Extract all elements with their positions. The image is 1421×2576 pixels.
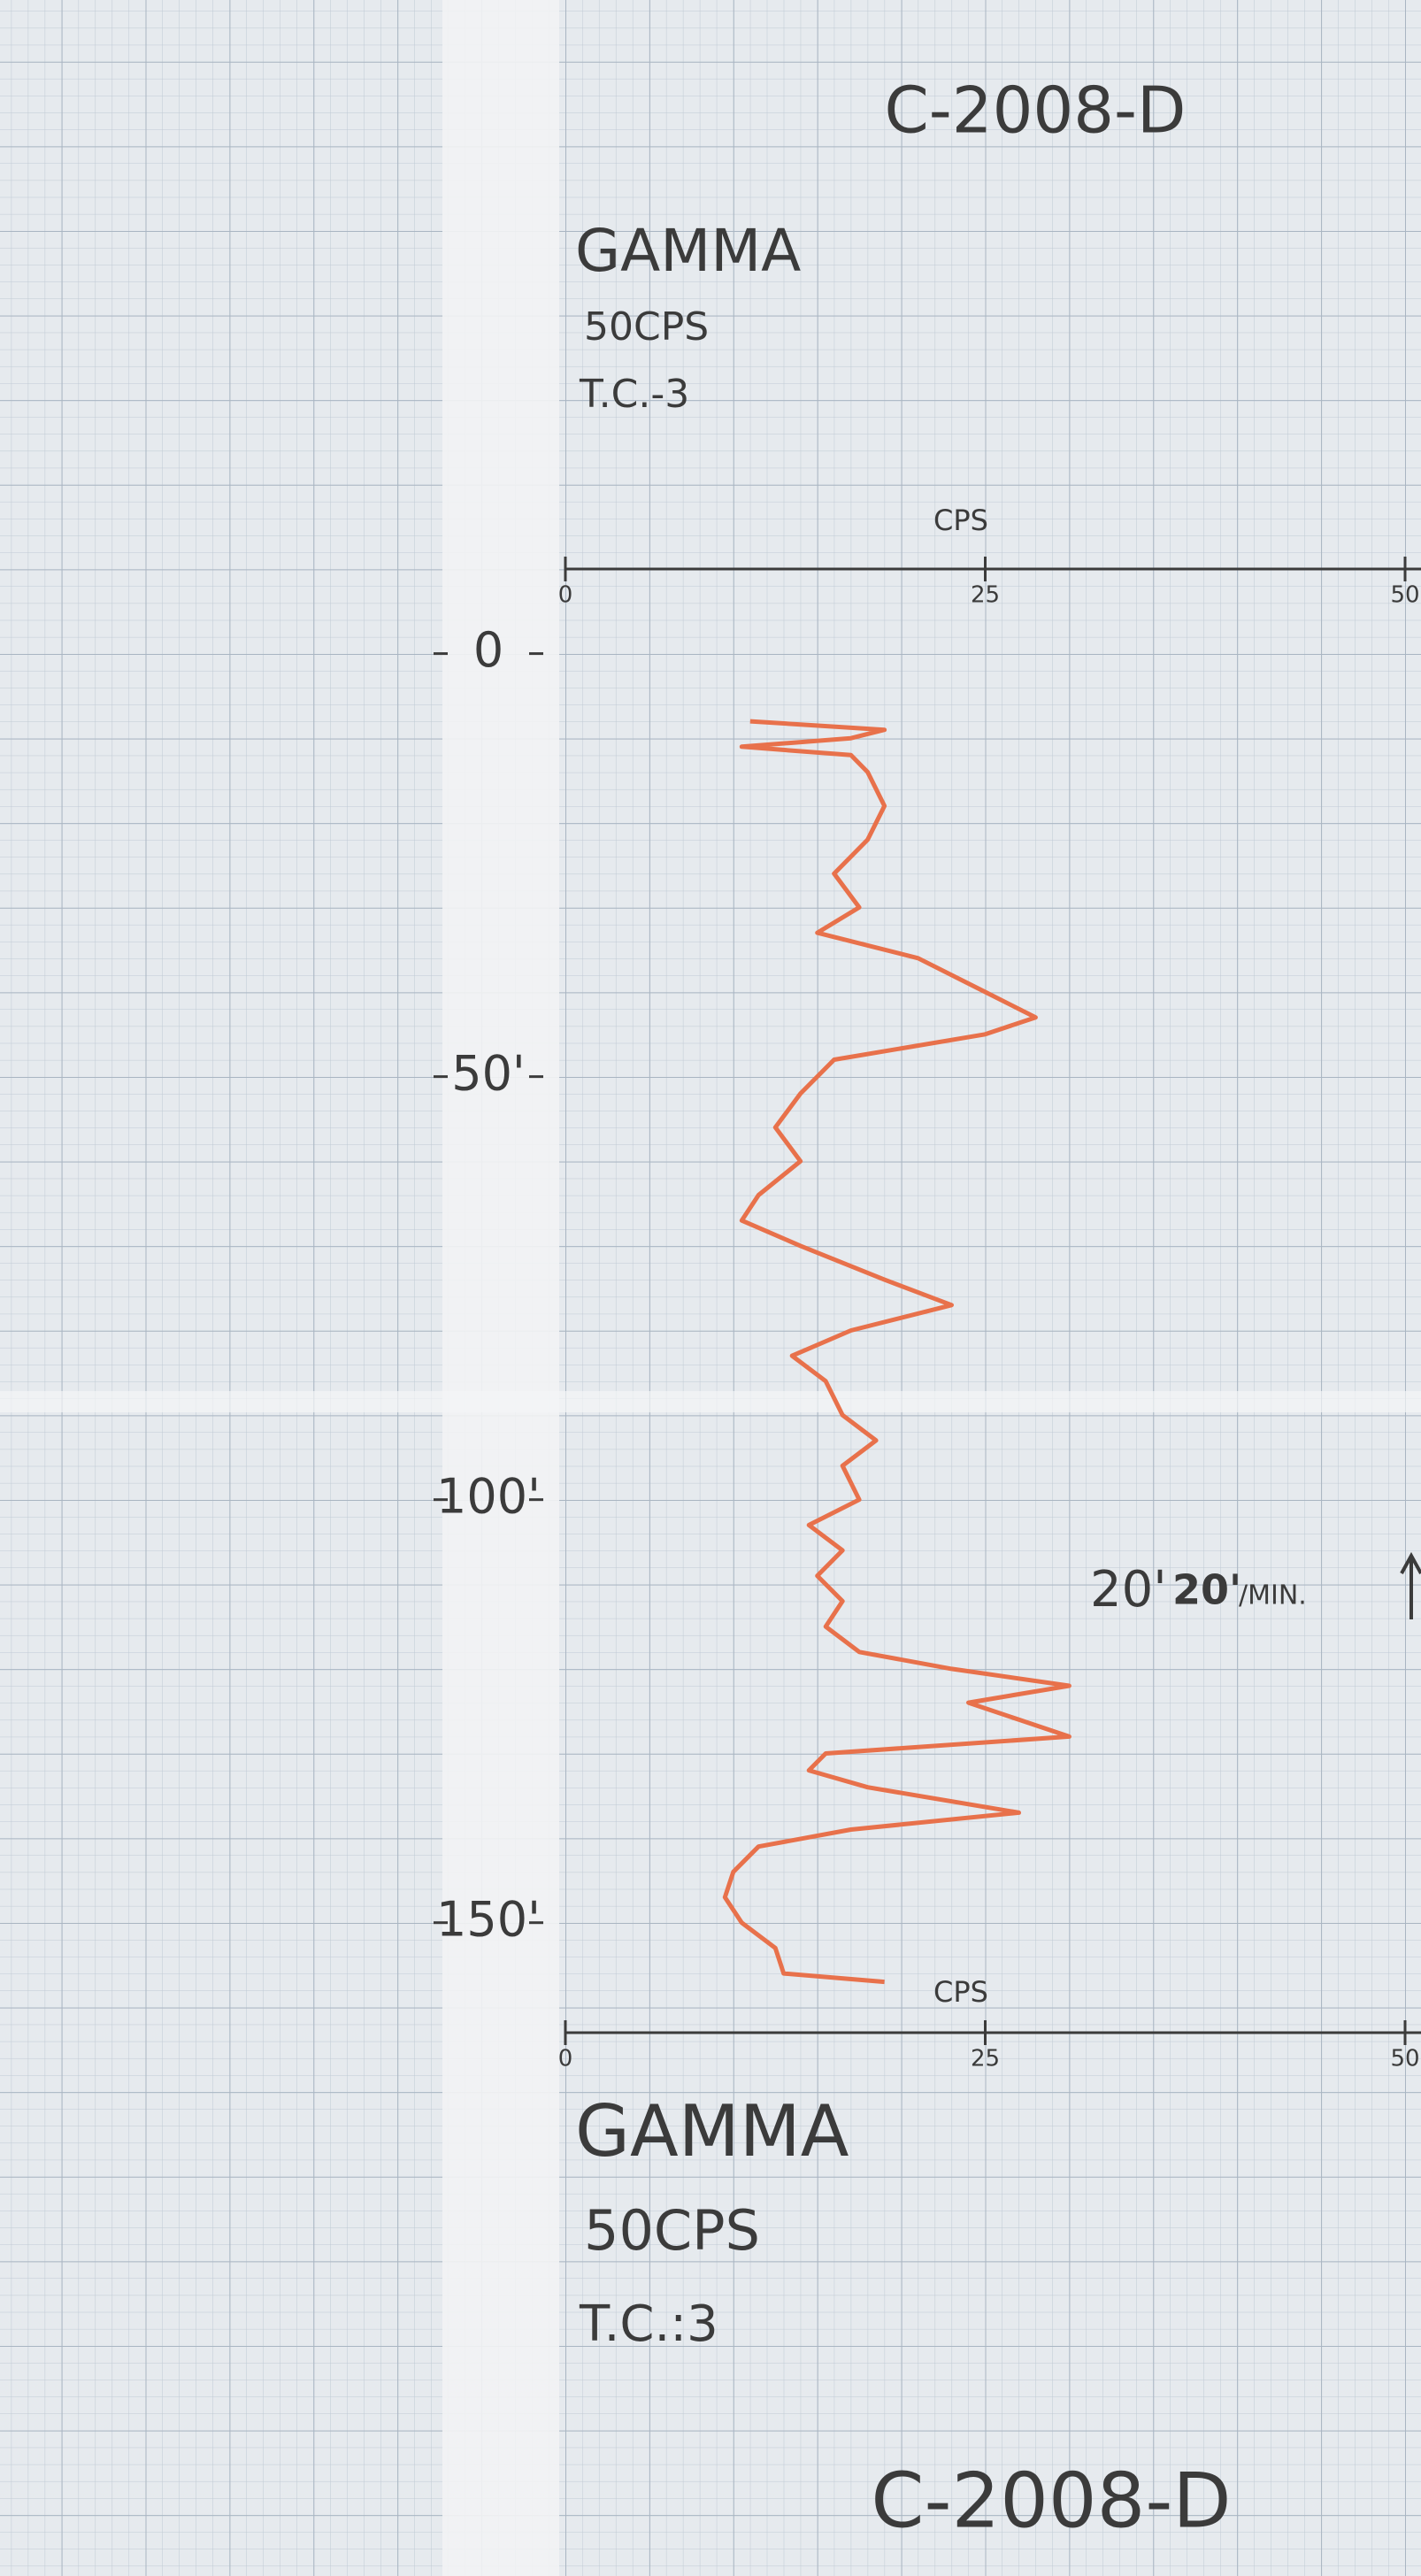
x-tick-label: 0: [558, 582, 573, 609]
rate: 20': [1090, 1561, 1167, 1619]
fold-band: [0, 1391, 1421, 1412]
subtitle: GAMMA: [575, 217, 801, 285]
title: C-2008-D: [885, 73, 1187, 148]
margin-strip: [442, 0, 559, 2576]
x-tick-label: 50: [1390, 582, 1419, 609]
y-tick-label: 0: [473, 622, 503, 678]
footer-subtitle: T.C.:3: [579, 2295, 718, 2353]
subtitle: T.C.-3: [579, 372, 689, 417]
footer-subtitle: 50CPS: [584, 2198, 760, 2263]
x-tick-label: 25: [971, 582, 1000, 609]
x-tick-label: 25: [971, 2046, 1000, 2072]
y-tick-label: 50': [451, 1045, 526, 1101]
gamma-trace: [722, 719, 1072, 1985]
direction-arrow: [1400, 1551, 1421, 1619]
x-tick-label: 0: [558, 2046, 573, 2072]
rate-struck: 20': [1172, 1566, 1241, 1614]
rate-unit: /MIN.: [1239, 1580, 1307, 1611]
y-tick-label: 100': [436, 1468, 541, 1524]
x-axis-label: CPS: [933, 504, 988, 537]
x-axis-label: CPS: [933, 1975, 988, 2009]
footer-subtitle: GAMMA: [575, 2090, 849, 2172]
y-tick-label: 150': [436, 1891, 541, 1947]
x-tick-label: 50: [1390, 2046, 1419, 2072]
subtitle: 50CPS: [584, 304, 709, 350]
footer-title: C-2008-D: [871, 2457, 1231, 2545]
